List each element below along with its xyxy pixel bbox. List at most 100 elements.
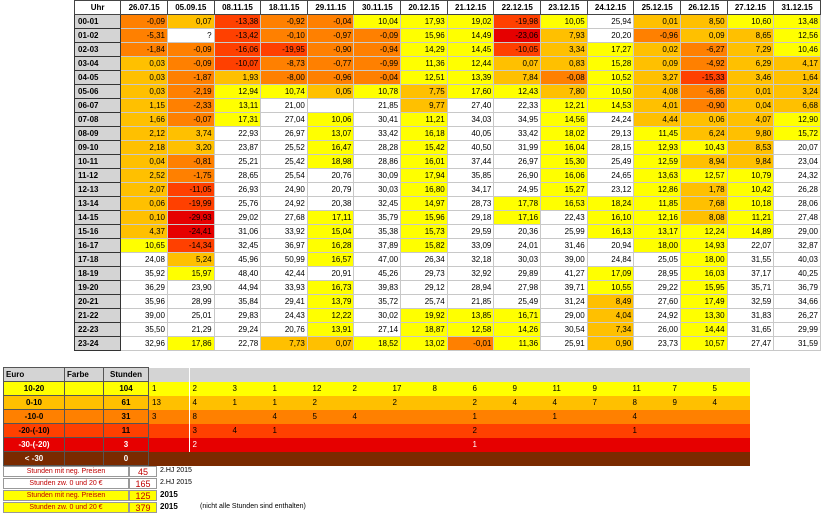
- price-cell: 29,02: [213, 210, 262, 225]
- count-cell: [230, 438, 270, 452]
- color-swatch: [64, 395, 104, 410]
- price-cell: 32,87: [773, 238, 821, 253]
- price-cell: 21,85: [446, 294, 495, 309]
- price-cell: 9,84: [726, 154, 775, 169]
- hour-row: 10-11 0,04 -0,81 25,21 25,42 18,98 28,86 16,01 3…: [73, 154, 821, 169]
- price-cell: 20,76: [306, 168, 355, 183]
- price-cell: 0,07: [166, 14, 215, 29]
- count-cell: [710, 424, 750, 438]
- count-cell: 8: [192, 411, 197, 421]
- price-cell: 32,45: [213, 238, 262, 253]
- summary-spacer: [350, 368, 390, 382]
- price-cell: 40,25: [773, 266, 821, 281]
- count-cell: [590, 438, 630, 452]
- hours-total: 61: [103, 395, 149, 410]
- footer-value: 45: [129, 466, 157, 477]
- price-cell: 24,92: [633, 308, 681, 323]
- price-cell: -29,93: [166, 210, 215, 225]
- count-cell: 4: [632, 411, 637, 421]
- footer-period: 2015: [160, 502, 178, 511]
- hour-row: 09-10 2,18 3,20 23,87 25,52 16,47 28,28 15,42 40…: [73, 140, 821, 155]
- price-cell: 23,87: [213, 140, 262, 155]
- summary-header: Stunden: [103, 367, 149, 382]
- footer-period: 2.HJ 2015: [160, 479, 192, 486]
- price-cell: 48,40: [213, 266, 262, 281]
- count-cell: 17: [392, 383, 402, 393]
- summary-spacer: [230, 368, 270, 382]
- price-cell: 15,72: [773, 126, 821, 141]
- price-cell: 37,44: [446, 154, 495, 169]
- price-cell: 20,07: [773, 140, 821, 155]
- price-cell: 7,80: [540, 84, 588, 99]
- count-cell: [430, 396, 470, 410]
- price-cell: 27,60: [633, 294, 681, 309]
- hour-row: 17-18 24,08 5,24 45,96 50,99 16,57 47,00 26,34 3…: [73, 252, 821, 267]
- price-cell: 22,43: [540, 210, 588, 225]
- price-cell: 27,47: [726, 336, 775, 351]
- price-cell: 30,09: [353, 168, 402, 183]
- count-cell: [550, 424, 590, 438]
- footer-label: Stunden zw. 0 und 20 €: [3, 502, 129, 513]
- price-cell: -15,33: [679, 70, 728, 85]
- price-cell: 35,71: [726, 280, 775, 295]
- price-cell: 8,08: [679, 210, 728, 225]
- count-cell: 1: [632, 425, 637, 435]
- count-cell: [710, 410, 750, 424]
- hours-total: 104: [103, 381, 149, 396]
- price-cell: 26,27: [773, 308, 821, 323]
- hour-row: 18-19 35,92 15,97 48,40 42,44 20,91 45,26 29,73…: [73, 266, 821, 281]
- price-cell: 13,17: [633, 224, 681, 239]
- price-cell: 24,08: [120, 252, 168, 267]
- price-cell: 3,46: [726, 70, 775, 85]
- date-header: 21.12.15: [446, 0, 495, 15]
- price-cell: 40,50: [446, 140, 495, 155]
- footer-label: Stunden zw. 0 und 20 €: [3, 478, 129, 489]
- price-cell: 26,34: [400, 252, 448, 267]
- count-cell: 11: [632, 383, 641, 393]
- price-cell: -24,41: [166, 224, 215, 239]
- price-cell: 12,93: [633, 140, 681, 155]
- price-cell: 35,92: [120, 266, 168, 281]
- count-cell: [149, 424, 190, 438]
- price-cell: 8,65: [726, 28, 775, 43]
- price-cell: 10,05: [540, 14, 588, 29]
- price-cell: 8,49: [586, 294, 635, 309]
- price-cell: 20,91: [306, 266, 355, 281]
- price-cell: 2,18: [120, 140, 168, 155]
- hour-row: 16-17 10,65 -14,34 32,45 36,97 16,28 37,89 15,8…: [73, 238, 821, 253]
- price-cell: 15,42: [400, 140, 448, 155]
- date-header: 30.11.15: [353, 0, 402, 15]
- price-cell: -13,42: [213, 28, 262, 43]
- count-cell: 4: [712, 397, 717, 407]
- price-cell: 10,79: [726, 168, 775, 183]
- hour-row: 07-08 1,66 -0,07 17,31 27,04 10,06 30,41 11,21 3…: [73, 112, 821, 127]
- price-cell: 12,58: [446, 322, 495, 337]
- hour-label: 18-19: [73, 266, 122, 281]
- price-cell: 27,68: [260, 210, 308, 225]
- count-cell: 9: [592, 383, 597, 393]
- price-cell: 31,65: [726, 322, 775, 337]
- hour-row: 05-06 0,03 -2,19 12,94 10,74 0,05 10,78 7,75 17,…: [73, 84, 821, 99]
- price-cell: 20,79: [306, 182, 355, 197]
- price-cell: 35,84: [213, 294, 262, 309]
- price-cell: 31,06: [213, 224, 262, 239]
- price-cell: 3,24: [773, 84, 821, 99]
- price-cell: 39,00: [540, 252, 588, 267]
- count-cell: [550, 438, 590, 452]
- price-cell: 0,07: [493, 56, 542, 71]
- price-cell: 40,05: [446, 126, 495, 141]
- price-cell: 14,56: [540, 112, 588, 127]
- count-cell: [350, 452, 390, 466]
- count-cell: [230, 452, 270, 466]
- price-cell: 28,95: [633, 266, 681, 281]
- price-cell: 26,93: [213, 182, 262, 197]
- price-cell: 13,91: [306, 322, 355, 337]
- price-cell: 10,18: [726, 196, 775, 211]
- footer-note: (nicht alle Stunden sind enthalten): [200, 503, 306, 510]
- price-cell: 20,94: [586, 238, 635, 253]
- price-cell: 14,93: [679, 238, 728, 253]
- price-cell: 0,04: [726, 98, 775, 113]
- price-cell: 10,65: [120, 238, 168, 253]
- price-cell: 3,74: [166, 126, 215, 141]
- price-cell: -10,05: [493, 42, 542, 57]
